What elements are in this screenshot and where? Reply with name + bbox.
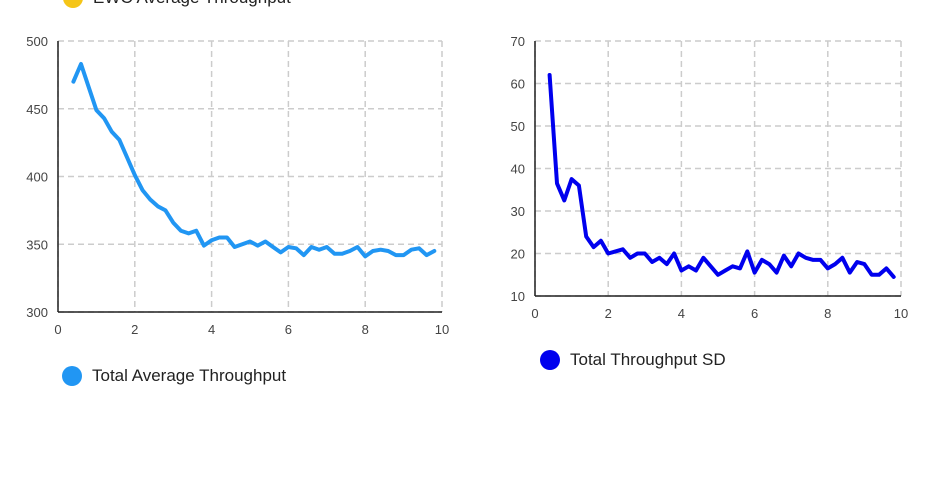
average-throughput-plot: 300 350 400 450 500 0 2 4 6 8 10	[26, 34, 449, 337]
legend-label: EWC Average Throughput	[93, 0, 291, 8]
average-throughput-chart: 300 350 400 450 500 0 2 4 6 8 10	[0, 0, 470, 340]
top-legend[interactable]: EWC Average Throughput	[63, 0, 291, 8]
y-tick-label: 30	[511, 204, 525, 219]
y-tick-label: 40	[511, 162, 525, 177]
x-tick-label: 10	[894, 306, 908, 321]
legend-color-dot	[540, 350, 560, 370]
x-tick-label: 8	[824, 306, 831, 321]
chart-legend[interactable]: Total Throughput SD	[540, 350, 726, 370]
x-tick-label: 0	[531, 306, 538, 321]
legend-color-dot	[63, 0, 83, 8]
x-tick-label: 6	[285, 322, 292, 337]
y-tick-label: 350	[26, 237, 48, 252]
legend-label: Total Throughput SD	[570, 350, 726, 369]
y-tick-label: 300	[26, 305, 48, 320]
x-tick-label: 4	[678, 306, 685, 321]
y-tick-label: 60	[511, 77, 525, 92]
y-tick-label: 450	[26, 102, 48, 117]
x-tick-label: 0	[54, 322, 61, 337]
series-line	[71, 62, 437, 259]
x-tick-label: 2	[605, 306, 612, 321]
legend-label: Total Average Throughput	[92, 366, 287, 385]
x-tick-label: 4	[208, 322, 215, 337]
x-tick-label: 6	[751, 306, 758, 321]
y-tick-label: 50	[511, 119, 525, 134]
y-tick-label: 400	[26, 170, 48, 185]
throughput-sd-chart: 10 20 30 40 50 60 70 0 2 4 6 8 10	[470, 0, 947, 340]
x-tick-label: 8	[362, 322, 369, 337]
y-tick-label: 10	[511, 289, 525, 304]
y-tick-label: 20	[511, 247, 525, 262]
throughput-sd-plot: 10 20 30 40 50 60 70 0 2 4 6 8 10	[511, 34, 909, 321]
y-tick-label: 500	[26, 34, 48, 49]
chart-legend[interactable]: Total Average Throughput	[62, 366, 286, 386]
x-tick-label: 10	[435, 322, 449, 337]
legend-color-dot	[62, 366, 82, 386]
series-line	[547, 73, 896, 279]
y-tick-label: 70	[511, 34, 525, 49]
x-tick-label: 2	[131, 322, 138, 337]
